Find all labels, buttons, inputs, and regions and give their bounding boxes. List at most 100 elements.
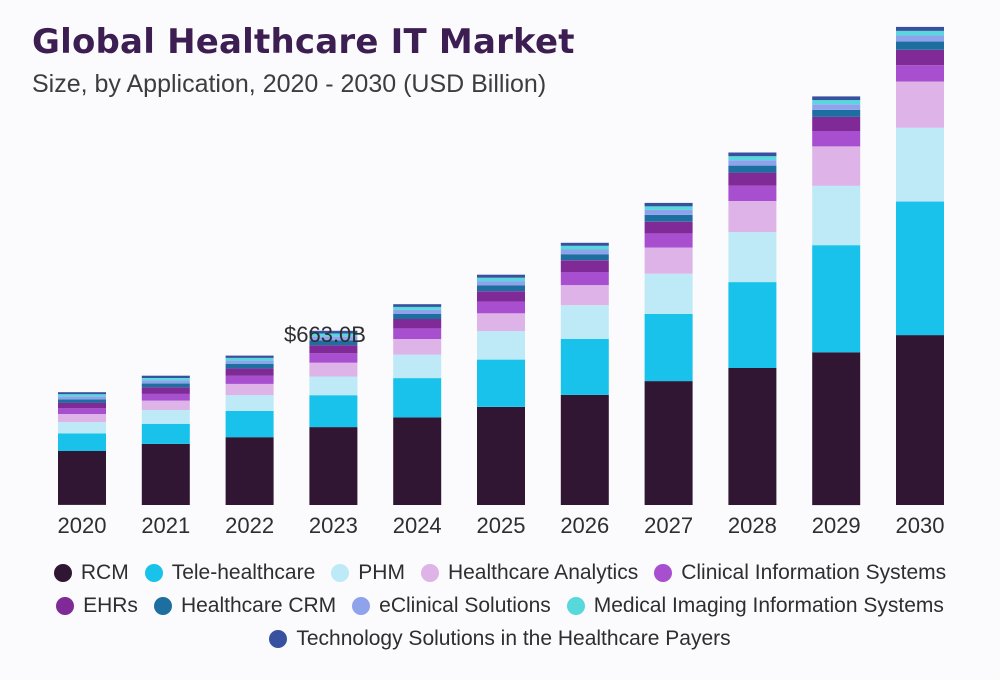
x-tick-label: 2025 xyxy=(477,513,526,538)
bar-segment-2027-eclinical-solutions xyxy=(644,209,693,215)
bar-segment-2022-tele-healthcare xyxy=(225,411,274,438)
bar-segment-2020-medical-imaging-information-systems xyxy=(58,394,106,397)
legend-item-medical-imaging-information-systems: Medical Imaging Information Systems xyxy=(566,594,944,618)
bar-segment-2020-clinical-information-systems xyxy=(58,408,106,414)
bar-segment-2023-tele-healthcare xyxy=(309,395,358,428)
bar-segment-2029-clinical-information-systems xyxy=(812,131,861,147)
bar-segment-2025-medical-imaging-information-systems xyxy=(477,277,525,282)
chart-title: Global Healthcare IT Market xyxy=(32,22,575,62)
x-tick-label: 2028 xyxy=(728,513,777,538)
bar-segment-2023-phm xyxy=(309,376,358,396)
legend-row-2: EHRs Healthcare CRM eClinical Solutions … xyxy=(0,589,1000,622)
bar-segment-2023-healthcare-analytics xyxy=(309,362,358,377)
bar-segment-2030-healthcare-crm xyxy=(896,41,944,50)
bar-segment-2025-ehrs xyxy=(477,291,525,302)
bar-segment-2027-healthcare-crm xyxy=(644,214,693,222)
bar-segment-2025-phm xyxy=(477,331,525,360)
bar-segment-2021-healthcare-analytics xyxy=(141,400,190,410)
legend-label: EHRs xyxy=(83,593,138,617)
bar-segment-2020-healthcare-analytics xyxy=(58,414,106,423)
bar-segment-2028-healthcare-analytics xyxy=(728,201,777,233)
bar-segment-2029-healthcare-analytics xyxy=(812,146,861,186)
legend-label: Healthcare Analytics xyxy=(447,560,639,584)
legend-item-technology-solutions-payers: Technology Solutions in the Healthcare P… xyxy=(269,626,731,651)
bar-segment-2020-eclinical-solutions xyxy=(58,396,106,400)
legend-item-ehrs: EHRs xyxy=(56,594,138,618)
bar-segment-2030-rcm xyxy=(896,335,944,505)
legend-swatch xyxy=(53,563,72,582)
bar-segment-2024-technology-solutions-in-the-healthcare-payers xyxy=(393,304,442,307)
bar-segment-2026-clinical-information-systems xyxy=(560,272,609,286)
legend-label: PHM xyxy=(358,560,405,584)
bar-segment-2029-technology-solutions-in-the-healthcare-payers xyxy=(812,96,861,101)
bar-segment-2030-eclinical-solutions xyxy=(896,35,944,42)
legend-item-phm: PHM xyxy=(331,561,405,585)
bar-segment-2022-clinical-information-systems xyxy=(225,375,274,384)
bar-segment-2022-medical-imaging-information-systems xyxy=(225,358,274,361)
bar-segment-2023-eclinical-solutions xyxy=(309,336,358,341)
bar-segment-2030-technology-solutions-in-the-healthcare-payers xyxy=(896,26,944,31)
bar-segment-2022-rcm xyxy=(225,437,274,505)
bar-segment-2020-healthcare-crm xyxy=(58,399,106,403)
bar-segment-2023-medical-imaging-information-systems xyxy=(309,333,358,337)
bar-segment-2026-phm xyxy=(560,305,609,339)
legend-swatch xyxy=(331,563,350,582)
x-tick-label: 2026 xyxy=(560,513,609,538)
bar-segment-2020-phm xyxy=(58,422,106,434)
legend-label: eClinical Solutions xyxy=(379,593,551,617)
bar-segment-2029-ehrs xyxy=(812,116,861,131)
chart-legend: RCM Tele-healthcare PHM Healthcare Analy… xyxy=(0,556,1000,655)
bar-segment-2026-rcm xyxy=(560,394,609,505)
bar-segment-2029-tele-healthcare xyxy=(812,245,861,353)
legend-swatch xyxy=(269,629,288,648)
bar-segment-2023-technology-solutions-in-the-healthcare-payers xyxy=(309,330,358,334)
bar-segment-2027-clinical-information-systems xyxy=(644,233,693,248)
bar-segment-2030-phm xyxy=(896,127,944,202)
bar-segment-2024-tele-healthcare xyxy=(393,378,442,418)
bar-segment-2028-eclinical-solutions xyxy=(728,160,777,166)
legend-item-healthcare-crm: Healthcare CRM xyxy=(153,593,337,618)
bar-segment-2030-clinical-information-systems xyxy=(896,65,944,82)
bar-segment-2029-rcm xyxy=(812,352,861,506)
legend-label: RCM xyxy=(80,560,129,584)
legend-label: Healthcare CRM xyxy=(180,593,337,617)
bar-segment-2029-healthcare-crm xyxy=(812,109,861,117)
bar-segment-2027-phm xyxy=(644,273,693,314)
bar-segment-2026-medical-imaging-information-systems xyxy=(560,245,609,250)
bar-segment-2029-eclinical-solutions xyxy=(812,104,861,110)
bar-segment-2030-tele-healthcare xyxy=(896,201,944,336)
bar-segment-2024-medical-imaging-information-systems xyxy=(393,306,442,310)
bar-segment-2022-healthcare-crm xyxy=(225,364,274,369)
bar-segment-2024-clinical-information-systems xyxy=(393,328,442,340)
x-tick-label: 2030 xyxy=(896,513,945,538)
legend-swatch xyxy=(352,596,371,615)
bar-segment-2025-rcm xyxy=(477,407,525,505)
bar-segment-2025-eclinical-solutions xyxy=(477,281,525,286)
legend-label: Technology Solutions in the Healthcare P… xyxy=(296,626,731,650)
bar-segment-2020-tele-healthcare xyxy=(58,433,106,451)
bar-segment-2028-technology-solutions-in-the-healthcare-payers xyxy=(728,152,777,157)
legend-swatch xyxy=(654,563,673,582)
bar-segment-2027-healthcare-analytics xyxy=(644,247,693,274)
bar-segment-2021-ehrs xyxy=(141,387,190,394)
bar-segment-2028-phm xyxy=(728,232,777,283)
bar-segment-2025-clinical-information-systems xyxy=(477,301,525,314)
bar-segment-2022-eclinical-solutions xyxy=(225,360,274,364)
bar-segment-2024-healthcare-crm xyxy=(393,314,442,319)
bar-segment-2023-ehrs xyxy=(309,345,358,354)
annotation-2023-total: $663.0B xyxy=(284,322,366,347)
bar-segment-2028-ehrs xyxy=(728,172,777,186)
legend-item-eclinical-solutions: eClinical Solutions xyxy=(352,594,551,618)
bar-segment-2021-rcm xyxy=(141,443,190,505)
bar-segment-2029-phm xyxy=(812,185,861,246)
x-tick-label: 2027 xyxy=(644,513,693,538)
x-tick-label: 2024 xyxy=(393,513,442,538)
bar-segment-2024-healthcare-analytics xyxy=(393,339,442,355)
legend-swatch xyxy=(144,563,163,582)
bar-segment-2025-technology-solutions-in-the-healthcare-payers xyxy=(477,274,525,278)
x-tick-label: 2021 xyxy=(141,513,190,538)
bar-segment-2028-medical-imaging-information-systems xyxy=(728,156,777,161)
bar-segment-2020-ehrs xyxy=(58,402,106,409)
bar-segment-2023-rcm xyxy=(309,427,358,505)
bar-segment-2020-rcm xyxy=(58,450,106,505)
